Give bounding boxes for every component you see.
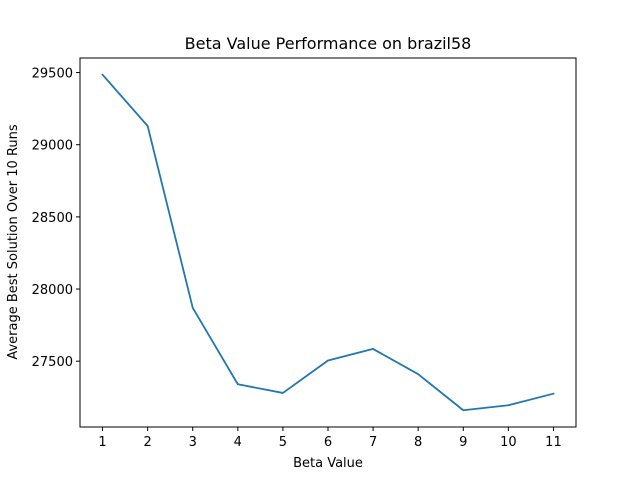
x-tick-label: 9: [459, 435, 467, 450]
x-axis-label: Beta Value: [293, 456, 363, 471]
series-line: [101, 73, 555, 412]
data-point: [417, 373, 419, 375]
x-tick-label: 3: [189, 435, 197, 450]
x-tick-label: 2: [143, 435, 151, 450]
x-axis: 1 2 3 4 5 6 7 8 9 10 11: [98, 427, 562, 450]
y-axis-label: Average Best Solution Over 10 Runs: [6, 124, 21, 360]
y-axis: 27500 28000 28500 29000 29500: [32, 67, 80, 370]
data-point: [237, 383, 239, 385]
x-tick-label: 11: [545, 435, 562, 450]
plot-frame: [79, 57, 577, 428]
x-tick-label: 10: [500, 435, 517, 450]
plot-area: [101, 73, 555, 412]
data-point: [147, 125, 149, 127]
x-tick-label: 8: [414, 435, 422, 450]
data-point: [507, 404, 509, 406]
y-tick-label: 29000: [32, 139, 73, 154]
y-tick-label: 28500: [32, 211, 73, 226]
y-tick-label: 27500: [32, 355, 73, 370]
x-tick-label: 5: [279, 435, 287, 450]
data-point: [102, 74, 104, 76]
y-tick-label: 28000: [32, 283, 73, 298]
data-point: [327, 360, 329, 362]
data-point: [282, 392, 284, 394]
x-tick-label: 1: [98, 435, 106, 450]
data-point: [462, 409, 464, 411]
data-point: [553, 393, 555, 395]
data-point: [372, 348, 374, 350]
x-tick-label: 6: [324, 435, 332, 450]
y-tick-label: 29500: [32, 67, 73, 82]
x-tick-label: 4: [234, 435, 242, 450]
x-tick-label: 7: [369, 435, 377, 450]
chart-title: Beta Value Performance on brazil58: [185, 34, 472, 53]
data-point: [192, 307, 194, 309]
